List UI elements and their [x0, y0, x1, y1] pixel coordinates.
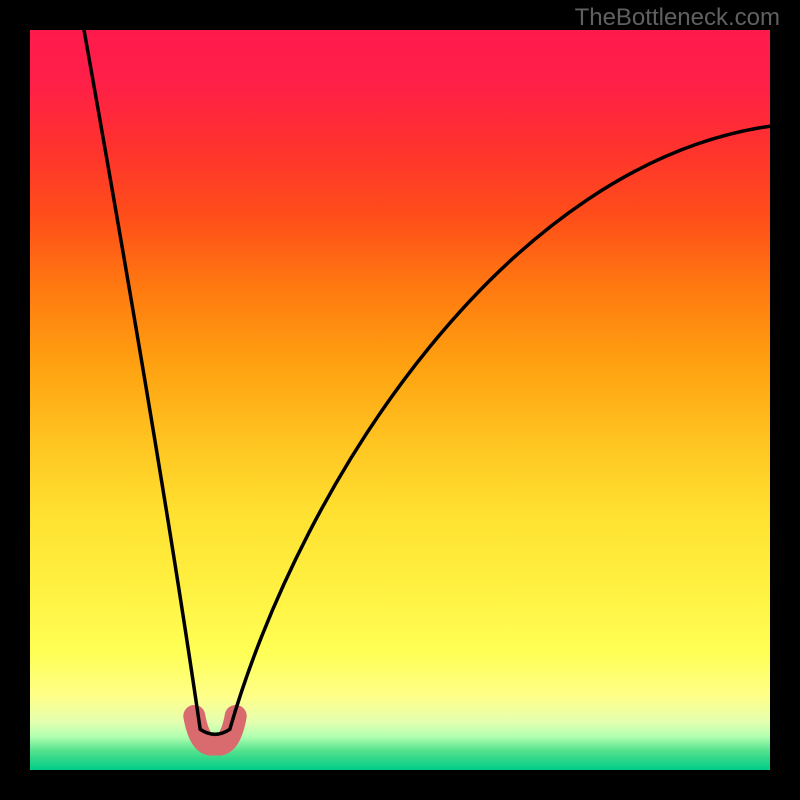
- watermark-text: TheBottleneck.com: [575, 4, 780, 32]
- gradient-background: [30, 30, 770, 770]
- bottleneck-chart: [30, 30, 770, 770]
